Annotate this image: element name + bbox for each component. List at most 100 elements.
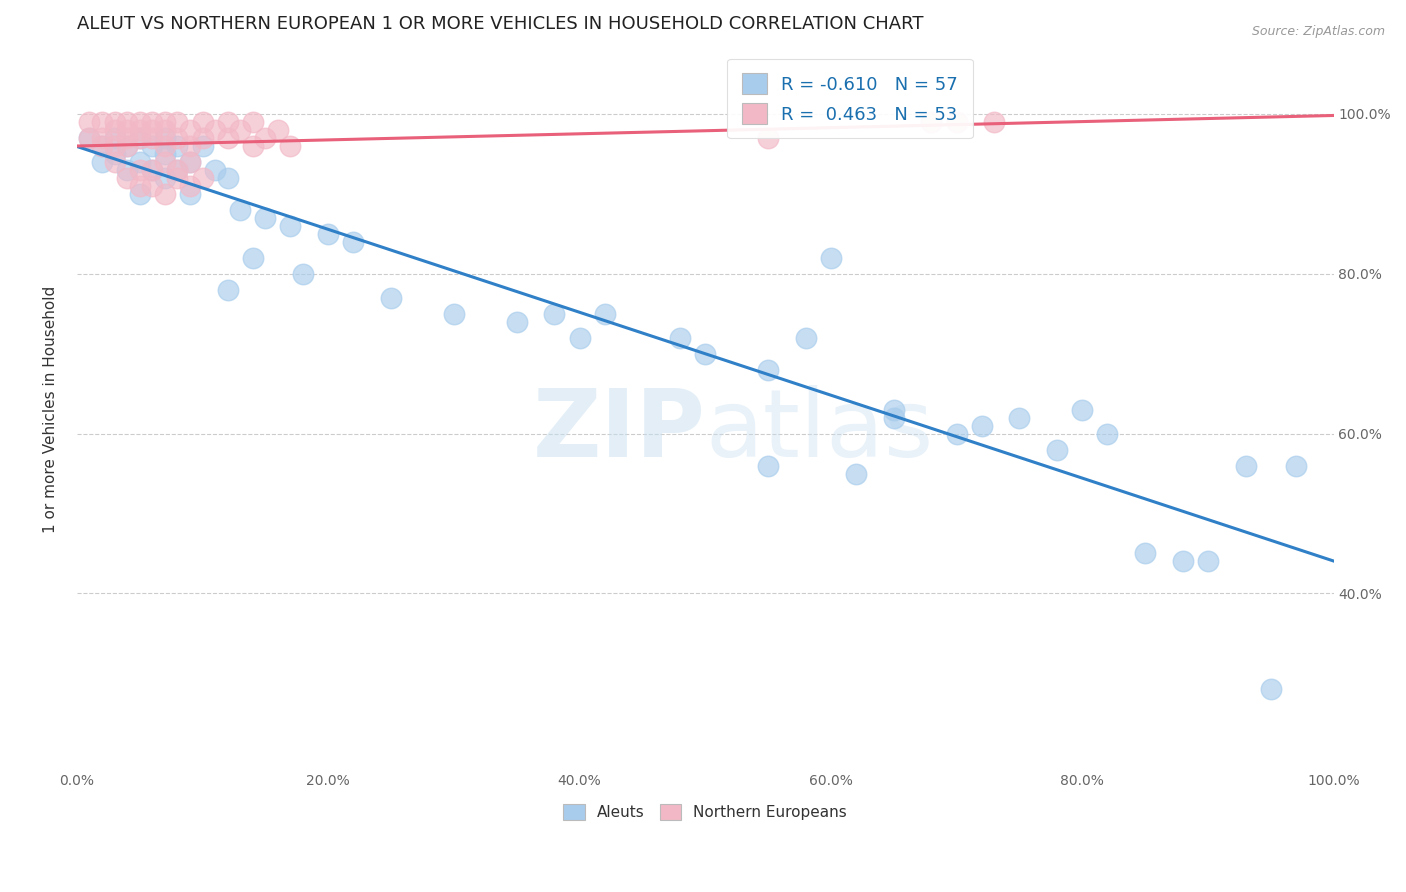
- Point: [179, 186, 201, 201]
- Point: [103, 130, 125, 145]
- Point: [153, 138, 176, 153]
- Point: [128, 154, 150, 169]
- Point: [166, 162, 188, 177]
- Point: [79, 115, 101, 129]
- Point: [153, 115, 176, 129]
- Point: [267, 122, 290, 136]
- Point: [543, 307, 565, 321]
- Point: [204, 122, 226, 136]
- Point: [103, 115, 125, 129]
- Point: [254, 130, 277, 145]
- Point: [1197, 554, 1219, 568]
- Point: [115, 138, 138, 153]
- Point: [593, 307, 616, 321]
- Point: [191, 170, 214, 185]
- Point: [79, 130, 101, 145]
- Point: [166, 115, 188, 129]
- Point: [91, 130, 114, 145]
- Point: [292, 267, 315, 281]
- Point: [166, 162, 188, 177]
- Point: [242, 251, 264, 265]
- Point: [280, 138, 302, 153]
- Point: [1260, 682, 1282, 697]
- Point: [883, 402, 905, 417]
- Point: [756, 458, 779, 473]
- Point: [1097, 426, 1119, 441]
- Point: [242, 115, 264, 129]
- Point: [217, 130, 239, 145]
- Point: [91, 138, 114, 153]
- Point: [229, 202, 252, 217]
- Point: [669, 330, 692, 344]
- Point: [166, 138, 188, 153]
- Point: [380, 291, 402, 305]
- Text: ZIP: ZIP: [533, 385, 706, 477]
- Point: [91, 138, 114, 153]
- Point: [443, 307, 465, 321]
- Point: [1234, 458, 1257, 473]
- Point: [505, 315, 527, 329]
- Point: [179, 138, 201, 153]
- Point: [166, 130, 188, 145]
- Point: [756, 130, 779, 145]
- Point: [153, 130, 176, 145]
- Point: [115, 138, 138, 153]
- Point: [141, 178, 163, 193]
- Point: [794, 330, 817, 344]
- Point: [217, 170, 239, 185]
- Point: [141, 122, 163, 136]
- Point: [179, 154, 201, 169]
- Point: [1008, 410, 1031, 425]
- Point: [1171, 554, 1194, 568]
- Text: Source: ZipAtlas.com: Source: ZipAtlas.com: [1251, 25, 1385, 38]
- Point: [342, 235, 364, 249]
- Point: [141, 138, 163, 153]
- Point: [945, 426, 967, 441]
- Point: [103, 122, 125, 136]
- Text: ALEUT VS NORTHERN EUROPEAN 1 OR MORE VEHICLES IN HOUSEHOLD CORRELATION CHART: ALEUT VS NORTHERN EUROPEAN 1 OR MORE VEH…: [77, 15, 924, 33]
- Point: [153, 186, 176, 201]
- Point: [115, 170, 138, 185]
- Point: [820, 251, 842, 265]
- Point: [204, 162, 226, 177]
- Point: [217, 283, 239, 297]
- Point: [1133, 546, 1156, 560]
- Point: [141, 162, 163, 177]
- Point: [153, 154, 176, 169]
- Point: [103, 154, 125, 169]
- Point: [128, 130, 150, 145]
- Point: [229, 122, 252, 136]
- Point: [128, 178, 150, 193]
- Point: [191, 115, 214, 129]
- Point: [191, 130, 214, 145]
- Point: [179, 178, 201, 193]
- Point: [166, 170, 188, 185]
- Point: [191, 138, 214, 153]
- Point: [115, 162, 138, 177]
- Point: [695, 346, 717, 360]
- Point: [254, 211, 277, 225]
- Y-axis label: 1 or more Vehicles in Household: 1 or more Vehicles in Household: [44, 286, 58, 533]
- Point: [91, 115, 114, 129]
- Point: [128, 186, 150, 201]
- Point: [141, 115, 163, 129]
- Point: [179, 154, 201, 169]
- Point: [316, 227, 339, 241]
- Point: [141, 130, 163, 145]
- Point: [153, 146, 176, 161]
- Point: [217, 115, 239, 129]
- Point: [115, 122, 138, 136]
- Point: [153, 170, 176, 185]
- Point: [568, 330, 591, 344]
- Point: [945, 115, 967, 129]
- Point: [970, 418, 993, 433]
- Point: [1071, 402, 1094, 417]
- Point: [128, 122, 150, 136]
- Point: [79, 130, 101, 145]
- Text: atlas: atlas: [706, 385, 934, 477]
- Point: [983, 115, 1005, 129]
- Point: [920, 115, 942, 129]
- Point: [1046, 442, 1069, 457]
- Point: [280, 219, 302, 233]
- Point: [845, 467, 868, 481]
